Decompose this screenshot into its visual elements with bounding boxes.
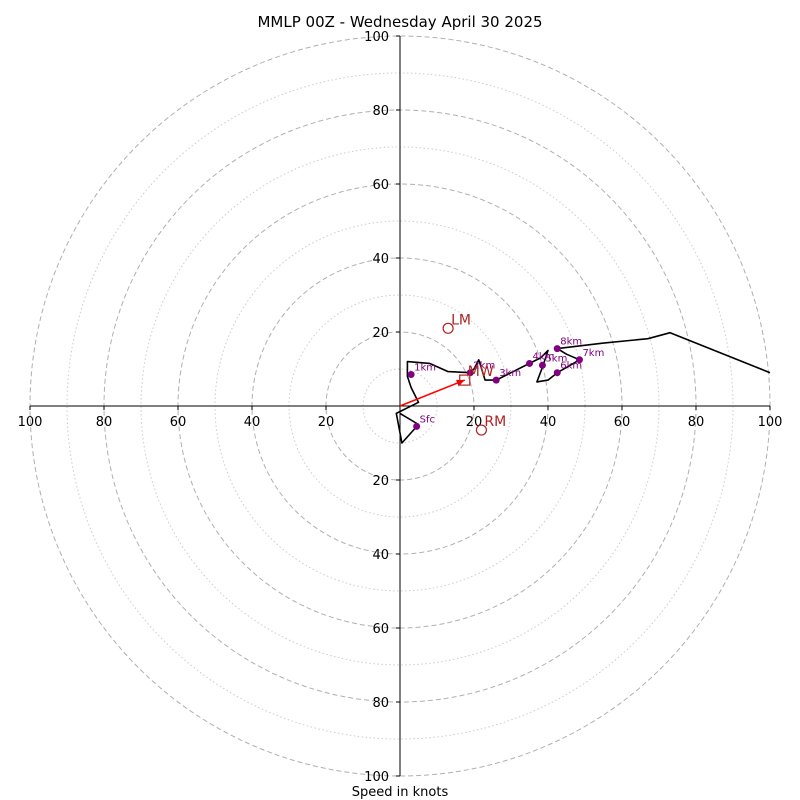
- x-tick-label: 80: [96, 415, 113, 430]
- hodograph-trace-layer: [395, 331, 771, 444]
- x-tick-label: 20: [466, 415, 483, 430]
- y-tick-label: 60: [372, 622, 389, 637]
- height-marker-7km: [575, 356, 583, 364]
- storm-motion-marker-lm: [442, 322, 454, 334]
- height-label-5km: 5km: [545, 353, 567, 364]
- x-tick-label: 60: [614, 415, 631, 430]
- height-marker-5km: [538, 361, 546, 369]
- chart-title: MMLP 00Z - Wednesday April 30 2025: [257, 13, 542, 31]
- height-label-8km: 8km: [560, 337, 582, 348]
- storm-motion-label-mw: MW: [468, 364, 494, 380]
- storm-motion-marker-rm: [475, 424, 487, 436]
- x-tick-label: 40: [244, 415, 261, 430]
- y-tick-label: 100: [364, 770, 389, 785]
- x-tick-label: 20: [318, 415, 335, 430]
- height-marker-3km: [492, 376, 500, 384]
- height-marker-8km: [553, 345, 561, 353]
- x-tick-label: 80: [688, 415, 705, 430]
- mean-wind-arrowhead: [456, 379, 465, 387]
- height-marker-6km: [553, 369, 561, 377]
- x-tick-label: 100: [758, 415, 783, 430]
- height-marker-sfc: [413, 422, 421, 430]
- height-label-1km: 1km: [414, 363, 436, 374]
- y-tick-label: 20: [372, 326, 389, 341]
- mean-wind-vector-layer: [399, 379, 466, 407]
- y-tick-label: 100: [364, 30, 389, 45]
- height-marker-4km: [526, 359, 533, 367]
- y-tick-label: 40: [372, 252, 389, 267]
- height-marker-2km: [466, 369, 474, 377]
- tick-labels: 100 80 60 40 20 20 40 60 80 100 100 80 60 40 20 20 40 60 8…: [18, 30, 783, 785]
- y-tick-label: 60: [372, 178, 389, 193]
- height-label-6km: 6km: [560, 361, 582, 372]
- height-label-4km: 4km: [533, 351, 555, 362]
- height-label-7km: 7km: [582, 348, 604, 359]
- mean-wind-vector: [399, 379, 466, 407]
- x-axis-label: Speed in knots: [352, 785, 449, 800]
- height-label-2km: 2km: [473, 361, 495, 372]
- storm-motion-label-lm: LM: [451, 312, 471, 328]
- x-tick-label: 40: [540, 415, 557, 430]
- height-label-sfc: Sfc: [420, 414, 435, 425]
- storm-motion-label-rm: RM: [484, 414, 506, 430]
- x-tick-label: 100: [18, 415, 43, 430]
- y-tick-label: 20: [372, 474, 389, 489]
- storm-motion-marker-mw: [459, 374, 471, 386]
- y-tick-label: 80: [372, 104, 389, 119]
- height-label-3km: 3km: [499, 368, 521, 379]
- y-tick-label: 40: [372, 548, 389, 563]
- y-tick-label: 80: [372, 696, 389, 711]
- height-marker-1km: [407, 371, 415, 379]
- storm-motion-markers: LM RM MW: [442, 312, 506, 436]
- x-tick-label: 60: [170, 415, 187, 430]
- hodograph-trace: [395, 331, 771, 444]
